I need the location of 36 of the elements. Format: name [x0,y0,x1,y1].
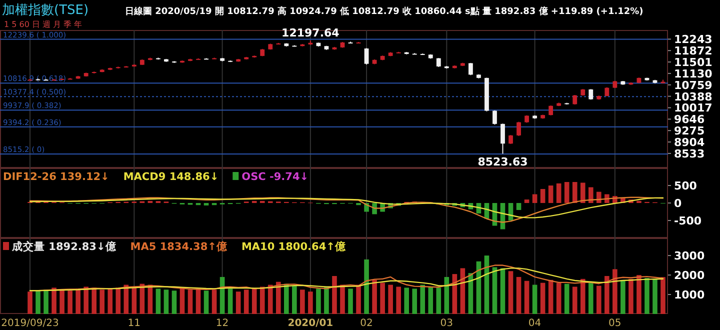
text: 1 5 60 日 週 月 季 年 [4,20,82,29]
y-tick-label: 8904 [674,136,705,149]
y-tick-label: -500 [674,214,702,228]
text: MA10 1800.64↑億 [241,240,347,253]
y-tick-label: 9275 [674,124,705,138]
x-tick-label: 05 [608,318,622,329]
y-tick-label: 11130 [674,67,713,80]
legend-label: OSC -9.74↓ [242,171,309,183]
y-tick-label: 500 [674,180,698,192]
y-tick-label: 8533 [674,147,705,160]
y-tick-label: 11501 [674,56,712,70]
y-tick-label: 10759 [674,78,712,92]
y-tick-label: 2000 [674,269,705,282]
y-tick-label: 0 [674,197,682,210]
y-tick-label: 11872 [674,44,712,58]
y-tick-label: 1000 [674,288,705,302]
y-tick-label: 10017 [674,102,712,115]
chart-title: 加權指數(TSE) [2,3,89,18]
y-tick-label: 9646 [674,113,705,126]
series-label: MACD9 148.86↓ [123,171,219,183]
x-tick-label: 04 [528,318,542,329]
annotation: 12197.64 [282,26,340,40]
x-tick-label: 2020/01 [288,318,334,329]
legend-label: 成交量 1892.83↓億 [11,240,118,253]
x-tick-label: 2019/09/23 [1,318,59,329]
x-tick-label: 02 [360,318,373,329]
x-tick-label: 12 [216,318,229,329]
series-label: DIF12-26 139.12↓ [3,171,110,183]
y-tick-label: 3000 [674,250,705,263]
annotation: 8523.63 [478,156,528,169]
y-tick-label: 10388 [674,90,712,104]
chart-subtitle: 日線圖 2020/05/19 開 10812.79 高 10924.79 低 10812.79 收 10860.44 s點 量 1892.83 億 +119.89 (+1.12%) [125,6,644,17]
y-tick-label: 12243 [674,33,712,46]
text: MA5 1834.38↑億 [130,240,228,253]
x-tick-label: 11 [128,318,141,329]
x-tick-label: 03 [440,318,454,329]
